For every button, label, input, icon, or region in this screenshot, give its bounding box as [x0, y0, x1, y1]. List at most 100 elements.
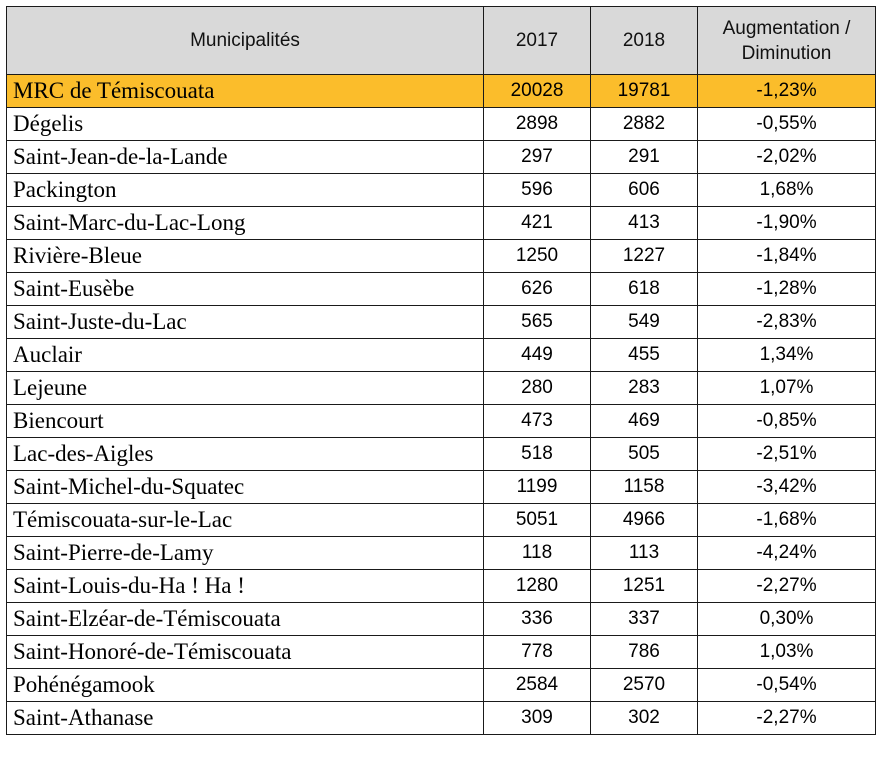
change-percent: -0,85%: [697, 404, 876, 438]
table-row: Lejeune 280 283 1,07%: [6, 371, 876, 405]
value-2017: 280: [483, 371, 591, 405]
table-row: Pohénégamook 2584 2570 -0,54%: [6, 668, 876, 702]
change-percent: 0,30%: [697, 602, 876, 636]
table-row: Saint-Marc-du-Lac-Long 421 413 -1,90%: [6, 206, 876, 240]
change-percent: -2,02%: [697, 140, 876, 174]
change-percent: -0,54%: [697, 668, 876, 702]
table-row: Dégelis 2898 2882 -0,55%: [6, 107, 876, 141]
municipality-name: Saint-Pierre-de-Lamy: [6, 536, 484, 570]
change-percent: 1,07%: [697, 371, 876, 405]
change-percent: -1,84%: [697, 239, 876, 273]
table-row: Saint-Eusèbe 626 618 -1,28%: [6, 272, 876, 306]
population-table: Municipalités 2017 2018 Augmentation / D…: [6, 6, 876, 735]
municipality-name: Saint-Honoré-de-Témiscouata: [6, 635, 484, 669]
value-2018: 291: [590, 140, 698, 174]
change-percent: -2,83%: [697, 305, 876, 339]
change-percent: -1,28%: [697, 272, 876, 306]
change-percent: -4,24%: [697, 536, 876, 570]
value-2017: 421: [483, 206, 591, 240]
table-row: Lac-des-Aigles 518 505 -2,51%: [6, 437, 876, 471]
value-2017: 1280: [483, 569, 591, 603]
table-row-total: MRC de Témiscouata 20028 19781 -1,23%: [6, 74, 876, 108]
value-2018: 1251: [590, 569, 698, 603]
value-2017: 20028: [483, 74, 591, 108]
table-row: Saint-Pierre-de-Lamy 118 113 -4,24%: [6, 536, 876, 570]
table-row: Saint-Elzéar-de-Témiscouata 336 337 0,30%: [6, 602, 876, 636]
header-2017: 2017: [483, 6, 591, 75]
change-percent: -2,27%: [697, 701, 876, 735]
table-row: Saint-Michel-du-Squatec 1199 1158 -3,42%: [6, 470, 876, 504]
municipality-name: Pohénégamook: [6, 668, 484, 702]
value-2017: 309: [483, 701, 591, 735]
value-2018: 1158: [590, 470, 698, 504]
value-2018: 283: [590, 371, 698, 405]
value-2018: 606: [590, 173, 698, 207]
value-2018: 786: [590, 635, 698, 669]
change-percent: -1,68%: [697, 503, 876, 537]
table-row: Auclair 449 455 1,34%: [6, 338, 876, 372]
table-header: Municipalités 2017 2018 Augmentation / D…: [6, 6, 876, 75]
municipality-name: Biencourt: [6, 404, 484, 438]
table-row: Saint-Jean-de-la-Lande 297 291 -2,02%: [6, 140, 876, 174]
value-2018: 455: [590, 338, 698, 372]
municipality-name: Saint-Michel-du-Squatec: [6, 470, 484, 504]
value-2017: 626: [483, 272, 591, 306]
header-change: Augmentation / Diminution: [697, 6, 876, 75]
header-change-line2: Diminution: [741, 42, 832, 64]
municipality-name: Saint-Athanase: [6, 701, 484, 735]
change-percent: 1,03%: [697, 635, 876, 669]
change-percent: -1,90%: [697, 206, 876, 240]
value-2017: 449: [483, 338, 591, 372]
value-2018: 413: [590, 206, 698, 240]
value-2017: 518: [483, 437, 591, 471]
header-municipalites: Municipalités: [6, 6, 484, 75]
value-2018: 4966: [590, 503, 698, 537]
change-percent: -2,51%: [697, 437, 876, 471]
value-2017: 1199: [483, 470, 591, 504]
table-row: Saint-Athanase 309 302 -2,27%: [6, 701, 876, 735]
municipality-name: Témiscouata-sur-le-Lac: [6, 503, 484, 537]
table-row: Biencourt 473 469 -0,85%: [6, 404, 876, 438]
change-percent: -2,27%: [697, 569, 876, 603]
municipality-name: Rivière-Bleue: [6, 239, 484, 273]
value-2018: 337: [590, 602, 698, 636]
value-2018: 113: [590, 536, 698, 570]
table-row: Témiscouata-sur-le-Lac 5051 4966 -1,68%: [6, 503, 876, 537]
value-2017: 2898: [483, 107, 591, 141]
value-2018: 1227: [590, 239, 698, 273]
municipality-name: Saint-Eusèbe: [6, 272, 484, 306]
municipality-name: MRC de Témiscouata: [6, 74, 484, 108]
municipality-name: Saint-Marc-du-Lac-Long: [6, 206, 484, 240]
municipality-name: Auclair: [6, 338, 484, 372]
value-2018: 469: [590, 404, 698, 438]
value-2018: 505: [590, 437, 698, 471]
header-change-line1: Augmentation /: [722, 17, 851, 39]
table-row: Saint-Juste-du-Lac 565 549 -2,83%: [6, 305, 876, 339]
value-2017: 336: [483, 602, 591, 636]
table-body: MRC de Témiscouata 20028 19781 -1,23% Dégeli…: [6, 74, 876, 735]
change-percent: -3,42%: [697, 470, 876, 504]
municipality-name: Saint-Juste-du-Lac: [6, 305, 484, 339]
change-percent: 1,68%: [697, 173, 876, 207]
value-2018: 618: [590, 272, 698, 306]
table-row: Rivière-Bleue 1250 1227 -1,84%: [6, 239, 876, 273]
change-percent: -0,55%: [697, 107, 876, 141]
municipality-name: Saint-Louis-du-Ha ! Ha !: [6, 569, 484, 603]
value-2017: 2584: [483, 668, 591, 702]
table-row: Packington 596 606 1,68%: [6, 173, 876, 207]
change-percent: 1,34%: [697, 338, 876, 372]
value-2017: 1250: [483, 239, 591, 273]
value-2017: 596: [483, 173, 591, 207]
municipality-name: Lac-des-Aigles: [6, 437, 484, 471]
value-2018: 2570: [590, 668, 698, 702]
header-2018: 2018: [590, 6, 698, 75]
value-2017: 473: [483, 404, 591, 438]
municipality-name: Packington: [6, 173, 484, 207]
value-2017: 118: [483, 536, 591, 570]
header-row: Municipalités 2017 2018 Augmentation / D…: [6, 6, 876, 75]
table-row: Saint-Honoré-de-Témiscouata 778 786 1,03%: [6, 635, 876, 669]
value-2018: 19781: [590, 74, 698, 108]
value-2017: 778: [483, 635, 591, 669]
value-2018: 549: [590, 305, 698, 339]
municipality-name: Lejeune: [6, 371, 484, 405]
